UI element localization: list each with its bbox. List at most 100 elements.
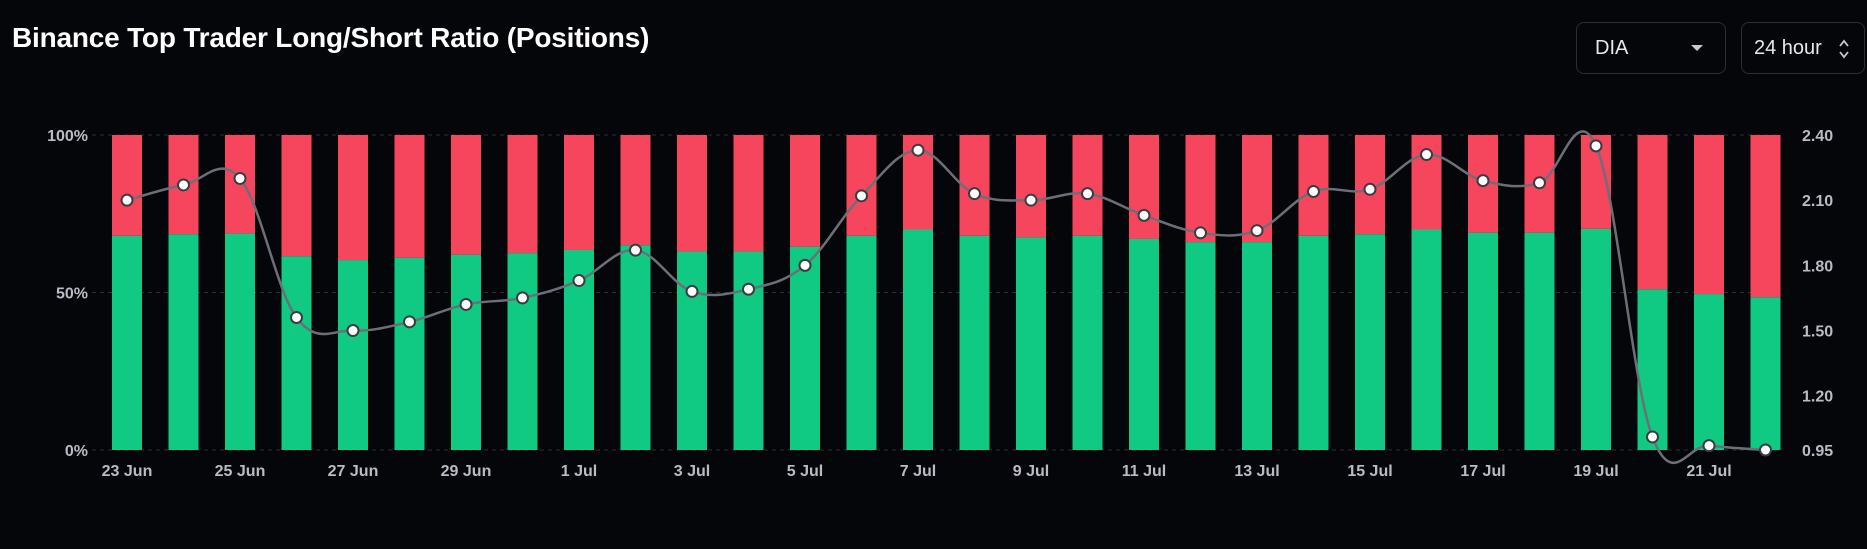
ratio-point	[459, 297, 473, 311]
short-bar	[1129, 135, 1159, 239]
ratio-point	[403, 315, 416, 329]
ratio-point	[1589, 139, 1603, 153]
short-bar	[1072, 135, 1103, 236]
long-bar	[620, 245, 651, 450]
page-title: Binance Top Trader Long/Short Ratio (Pos…	[12, 22, 650, 53]
long-bar	[338, 260, 368, 450]
x-tick-label: 23 Jun	[102, 463, 153, 480]
ratio-point	[1646, 430, 1659, 444]
long-bar	[1524, 232, 1555, 450]
ratio-series-line	[126, 130, 1766, 464]
y-right-tick-label: 1.80	[1802, 258, 1833, 275]
x-tick-label: 11 Jul	[1122, 463, 1166, 480]
y-right-tick-label: 1.50	[1802, 324, 1833, 341]
stacked-bars	[112, 135, 1781, 450]
long-bar	[1129, 238, 1159, 450]
long-bar	[225, 233, 255, 450]
ratio-line	[120, 130, 1772, 464]
ratio-point	[855, 189, 868, 203]
x-tick-label: 9 Jul	[1013, 463, 1049, 480]
x-tick-label: 27 Jun	[328, 463, 379, 480]
ratio-point	[1194, 226, 1207, 240]
long-bar	[790, 246, 820, 450]
x-tick-label: 25 Jun	[215, 463, 266, 480]
x-tick-label: 19 Jul	[1573, 463, 1618, 480]
long-bar	[1637, 289, 1668, 450]
up-down-chevron-icon	[1839, 39, 1849, 59]
y-axis-right: 0.95 1.20 1.50 1.80 2.10 2.40	[1802, 128, 1833, 460]
chevron-down-icon	[1691, 45, 1703, 51]
ratio-point	[798, 258, 812, 272]
short-bar	[338, 135, 368, 261]
short-bar	[733, 135, 764, 252]
ratio-point	[1533, 176, 1546, 190]
long-bar	[1242, 242, 1272, 450]
long-bar	[507, 253, 538, 450]
x-tick-label: 13 Jul	[1234, 463, 1279, 480]
short-bar	[1750, 135, 1781, 298]
long-bar	[281, 256, 312, 450]
long-bar	[1694, 294, 1724, 450]
short-bar	[451, 135, 481, 255]
x-tick-label: 29 Jun	[441, 463, 492, 480]
short-bar	[394, 135, 425, 258]
ratio-point	[742, 282, 755, 296]
short-bar	[112, 135, 142, 236]
long-bar	[903, 229, 933, 450]
ratio-point	[1702, 439, 1716, 453]
short-bar	[281, 135, 312, 257]
ratio-point	[1363, 182, 1377, 196]
y-right-tick-label: 2.40	[1802, 128, 1833, 145]
ratio-point	[177, 178, 190, 192]
ratio-point	[1420, 148, 1433, 162]
long-bar	[959, 235, 990, 450]
y-axis-left: 0% 50% 100%	[47, 128, 88, 460]
long-bar	[112, 235, 142, 450]
short-bar	[790, 135, 820, 247]
long-bar	[1355, 234, 1385, 450]
short-bar	[507, 135, 538, 254]
long-bar	[168, 234, 199, 450]
long-bar	[1072, 235, 1103, 450]
ratio-point	[1250, 224, 1264, 238]
period-select-value: 24 hour	[1754, 36, 1822, 59]
long-bar	[1411, 229, 1442, 450]
x-tick-label: 15 Jul	[1347, 463, 1392, 480]
ratio-point	[629, 243, 642, 257]
asset-select-value: DIA	[1595, 36, 1629, 59]
ratio-point	[911, 143, 925, 157]
short-bar	[1016, 135, 1046, 238]
long-bar	[1581, 228, 1611, 450]
ratio-point	[1307, 184, 1320, 198]
long-bar	[1185, 242, 1216, 450]
x-tick-label: 21 Jul	[1686, 463, 1731, 480]
long-bar	[1298, 235, 1329, 450]
asset-select[interactable]: DIA	[1576, 22, 1726, 74]
ratio-point	[346, 324, 360, 338]
ratio-point	[120, 193, 134, 207]
long-bar	[451, 254, 481, 450]
ratio-point	[1081, 187, 1094, 201]
period-select[interactable]: 24 hour	[1741, 22, 1865, 74]
ratio-point	[1024, 193, 1038, 207]
short-bar	[1185, 135, 1216, 243]
ratio-point	[1759, 443, 1772, 457]
long-bar	[677, 251, 707, 450]
y-left-tick-label: 0%	[65, 443, 88, 460]
ratio-point	[685, 284, 699, 298]
grid-lines	[92, 134, 1778, 451]
long-bar	[1016, 237, 1046, 450]
ratio-point	[516, 291, 529, 305]
x-axis: 23 Jun 25 Jun 27 Jun 29 Jun 1 Jul 3 Jul 5 Jul 7…	[102, 463, 1732, 480]
ratio-point	[968, 187, 981, 201]
long-bar	[394, 257, 425, 450]
x-tick-label: 5 Jul	[787, 463, 823, 480]
short-bar	[1694, 135, 1724, 295]
short-bar	[620, 135, 651, 246]
long-bar	[846, 235, 877, 450]
x-tick-label: 3 Jul	[674, 463, 710, 480]
long-bar	[733, 251, 764, 450]
x-tick-label: 7 Jul	[900, 463, 936, 480]
short-bar	[677, 135, 707, 252]
